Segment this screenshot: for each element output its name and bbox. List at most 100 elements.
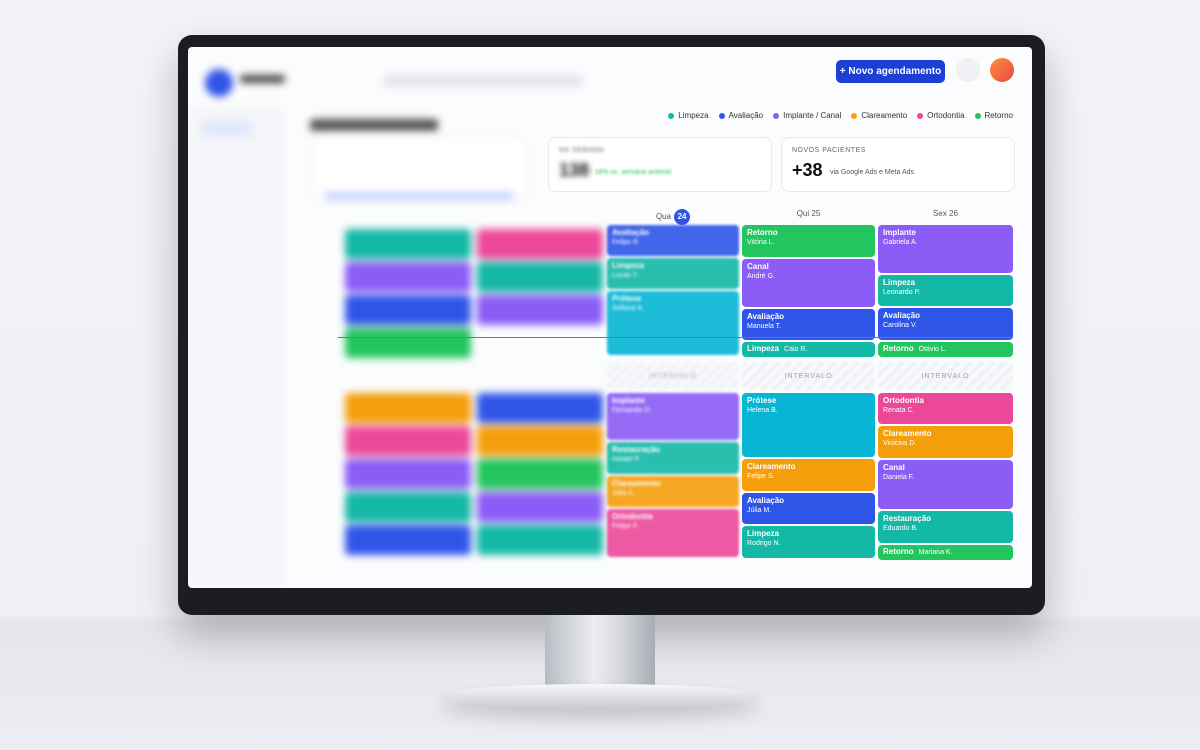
day-header: Qua 24 — [607, 209, 739, 225]
appointment[interactable]: Canal Daniela F. — [878, 460, 1013, 509]
stat-title: NA SEMANA — [559, 147, 605, 154]
avatar[interactable] — [990, 58, 1014, 82]
appointment[interactable]: Restauração Eduardo B. — [878, 511, 1013, 543]
appointment[interactable]: Limpeza Rodrigo N. — [742, 526, 875, 558]
search — [383, 75, 583, 87]
appointment-patient: Carolina V. — [883, 322, 917, 329]
blurred-block — [345, 393, 471, 423]
legend-dot — [974, 112, 981, 119]
appointment[interactable]: Ortodontia Felipe F. — [607, 509, 739, 557]
day-header: Qui 25 — [742, 209, 875, 218]
legend-item: Ortodontia — [917, 111, 965, 120]
legend-item: Implante / Canal — [773, 111, 841, 120]
stat-title: NOVOS PACIENTES — [792, 147, 866, 154]
appointment-type: Retorno — [883, 344, 914, 353]
appointment-patient: Ismael P. — [612, 456, 641, 463]
appointment[interactable]: Avaliação Felipe R. — [607, 225, 739, 256]
blurred-block — [477, 393, 603, 423]
legend-dot — [917, 112, 924, 119]
icon-button[interactable] — [956, 58, 980, 82]
appointment[interactable]: Limpeza Lucas Y. — [607, 258, 739, 289]
legend-item: Limpeza — [668, 111, 709, 120]
appointment[interactable]: Retorno Otávio L. — [878, 342, 1013, 357]
day-column: Sex 26 Implante Gabriela A. Limpeza Leonardo… — [878, 209, 1013, 565]
appointment[interactable]: Avaliação Júlia M. — [742, 493, 875, 524]
day-label: Qui 25 — [796, 209, 821, 218]
break: INTERVALO — [607, 362, 739, 390]
appointment-type: Canal — [747, 262, 769, 271]
appointment-type: Avaliação — [747, 312, 785, 321]
blurred-block — [477, 262, 603, 292]
day-label: Sex 26 — [933, 209, 958, 218]
appointment[interactable]: Prótese Helena B. — [742, 393, 875, 457]
appointment[interactable]: Retorno Mariana K. — [878, 545, 1013, 560]
blurred-block — [477, 229, 603, 259]
appointment[interactable]: Avaliação Manuela T. — [742, 309, 875, 340]
stat-card — [314, 139, 526, 201]
progress — [324, 192, 514, 200]
appointment[interactable]: Limpeza Leonardo P. — [878, 275, 1013, 306]
logo — [205, 69, 233, 97]
appointment[interactable]: Implante Gabriela A. — [878, 225, 1013, 273]
appointment-type: Clareamento — [747, 462, 796, 471]
legend-label: Clareamento — [861, 111, 908, 120]
appointment-patient: Sofiane A. — [612, 305, 644, 312]
appointment-type: Retorno — [747, 228, 778, 237]
legend-dot — [668, 112, 675, 119]
stat-note: ↑ 18% vs. semana anterior — [589, 169, 672, 176]
appointment-patient: Otávio L. — [918, 346, 947, 353]
appointment-type: Implante — [883, 228, 916, 237]
appointment-type: Canal — [883, 463, 905, 472]
appointment[interactable]: Avaliação Carolina V. — [878, 308, 1013, 340]
appointment[interactable]: Retorno Vitória L. — [742, 225, 875, 257]
appointment-type: Ortodontia — [612, 512, 653, 521]
page-title — [310, 119, 438, 131]
appointment-patient: Vinícius D. — [883, 440, 917, 447]
blurred-block — [345, 328, 471, 358]
legend-label: Limpeza — [678, 111, 709, 120]
appointment-patient: Renata C. — [883, 407, 915, 414]
appointment[interactable]: Clareamento Vinícius D. — [878, 426, 1013, 458]
day-column: Qua 24 Avaliação Felipe R. Limpeza Lucas Y. Pr… — [607, 209, 739, 565]
appointment-type: Avaliação — [747, 496, 785, 505]
stat-value: 138 — [559, 160, 590, 180]
appointment-patient: Daniela F. — [883, 474, 915, 481]
blurred-block — [345, 262, 471, 292]
screen: + Novo agendamento Limpeza Avaliação Impla… — [188, 47, 1032, 588]
stat-card: NA SEMANA 138 ↑ 18% vs. semana anterior — [548, 137, 772, 192]
day-label: Qua — [655, 212, 672, 221]
legend-item: Avaliação — [718, 111, 764, 120]
legend-label: Retorno — [984, 111, 1013, 120]
appointment[interactable]: Clareamento Felipe S. — [742, 459, 875, 491]
blurred-block — [477, 459, 603, 489]
new-appointment-button[interactable]: + Novo agendamento — [836, 60, 945, 83]
appointment[interactable]: Prótese Sofiane A. — [607, 291, 739, 355]
legend-label: Avaliação — [728, 111, 764, 120]
appointment-type: Prótese — [747, 396, 777, 405]
legend-label: Ortodontia — [927, 111, 965, 120]
blurred-block — [477, 426, 603, 456]
legend-item: Clareamento — [851, 111, 907, 120]
blurred-block — [477, 492, 603, 522]
appointment[interactable]: Ortodontia Renata C. — [878, 393, 1013, 424]
appointment[interactable]: Clareamento Júlia A. — [607, 476, 739, 507]
blurred-block — [345, 426, 471, 456]
appointment[interactable]: Limpeza Caio R. — [742, 342, 875, 357]
monitor-stand — [545, 615, 655, 693]
appointment-patient: Felipe F. — [612, 523, 639, 530]
appointment-type: Clareamento — [612, 479, 661, 488]
blurred-block — [345, 459, 471, 489]
day-header: Sex 26 — [878, 209, 1013, 218]
appointment-type: Ortodontia — [883, 396, 924, 405]
appointment-patient: André G. — [747, 273, 776, 280]
appointment-type: Restauração — [612, 445, 661, 454]
day-body: Implante Gabriela A. Limpeza Leonardo P. Ava… — [878, 225, 1013, 565]
stat-value: +38 — [792, 160, 823, 180]
appointment-patient: Felipe S. — [747, 473, 775, 480]
appointment[interactable]: Canal André G. — [742, 259, 875, 307]
appointment-patient: Manuela T. — [747, 323, 782, 330]
appointment-type: Avaliação — [612, 228, 650, 237]
appointment[interactable]: Implante Fernanda O. — [607, 393, 739, 440]
appointment[interactable]: Restauração Ismael P. — [607, 442, 739, 474]
